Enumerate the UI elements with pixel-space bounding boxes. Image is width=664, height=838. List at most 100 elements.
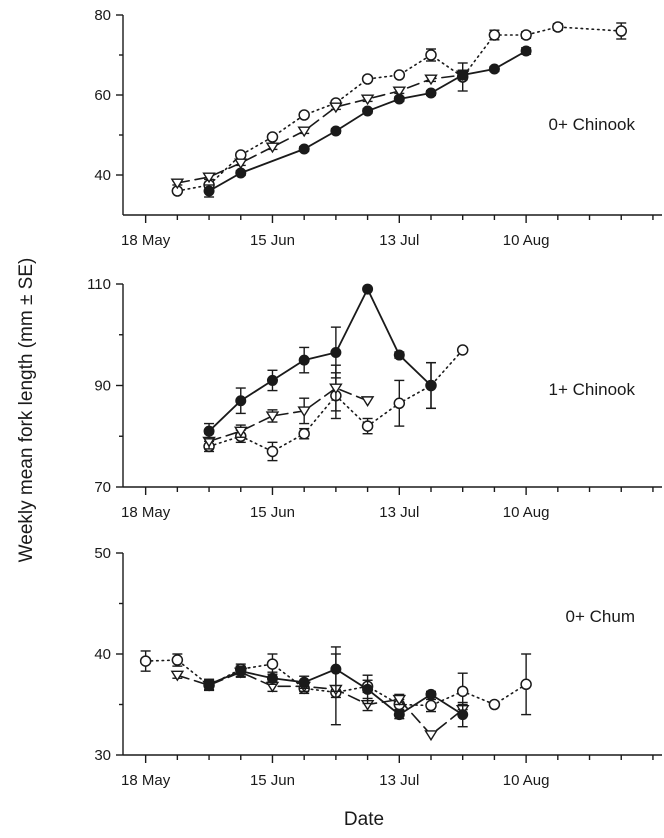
panel-label: 0+ Chum bbox=[566, 607, 635, 626]
data-point-filled-circle bbox=[488, 63, 500, 75]
y-tick-label: 80 bbox=[94, 7, 111, 24]
x-tick-label: 10 Aug bbox=[503, 232, 550, 249]
data-point-filled-circle bbox=[457, 709, 469, 721]
y-tick-label: 90 bbox=[94, 378, 111, 395]
data-point-open-circle bbox=[552, 21, 564, 33]
y-axis-title: Weekly mean fork length (mm ± SE) bbox=[16, 258, 37, 563]
data-point-open-triangle bbox=[234, 426, 248, 438]
series-filled-circle bbox=[203, 646, 469, 728]
panel-0-chinook: 40 60 80 18 May 15 Jun 13 Jul 10 Aug 0+ Chinook bbox=[94, 7, 662, 249]
data-point-open-triangle bbox=[329, 102, 343, 114]
panel-label: 1+ Chinook bbox=[549, 380, 636, 399]
series-filled-circle bbox=[203, 283, 437, 440]
data-point-open-triangle bbox=[265, 411, 280, 423]
data-point-filled-circle bbox=[362, 683, 374, 695]
data-point-filled-circle bbox=[393, 709, 405, 721]
y-tick-label: 40 bbox=[94, 646, 111, 663]
y-tick-label: 40 bbox=[94, 167, 111, 184]
y-tick-label: 110 bbox=[87, 276, 111, 293]
series-filled-circle bbox=[203, 45, 532, 198]
series-line bbox=[208, 287, 432, 433]
x-tick-label: 18 May bbox=[121, 772, 171, 789]
data-point-filled-circle bbox=[298, 143, 310, 155]
data-point-open-circle bbox=[425, 699, 437, 712]
series-line bbox=[176, 74, 464, 184]
x-tick-label: 13 Jul bbox=[379, 772, 419, 789]
data-point-filled-circle bbox=[298, 676, 310, 688]
data-point-filled-circle bbox=[457, 69, 469, 81]
data-point-open-triangle bbox=[265, 142, 280, 154]
data-point-filled-circle bbox=[266, 672, 278, 684]
data-point-filled-circle bbox=[203, 185, 215, 197]
series-line bbox=[208, 387, 369, 443]
data-point-open-triangle bbox=[392, 694, 407, 706]
data-point-open-circle bbox=[361, 420, 374, 432]
data-point-open-triangle bbox=[170, 178, 185, 190]
data-point-open-triangle bbox=[360, 396, 375, 407]
x-tick-label: 15 Jun bbox=[250, 232, 295, 249]
x-axis-title: Date bbox=[344, 809, 384, 830]
x-tick-label: 18 May bbox=[121, 504, 171, 521]
data-point-open-circle bbox=[139, 655, 152, 667]
data-point-open-circle bbox=[488, 29, 501, 41]
data-point-open-circle bbox=[520, 29, 532, 41]
series-open-triangle-down bbox=[202, 364, 375, 450]
series-open-triangle-down bbox=[170, 69, 470, 190]
panel-0-chum: 30 40 50 18 May 15 Jun 13 Jul 10 Aug 0+ Chum bbox=[94, 545, 662, 789]
data-point-open-circle bbox=[298, 109, 310, 121]
y-tick-label: 60 bbox=[94, 87, 111, 104]
panel-1-chinook: 70 90 110 18 May 15 Jun 13 Jul 10 Aug 1+ Chinoo… bbox=[87, 276, 662, 521]
data-point-filled-circle bbox=[203, 425, 215, 437]
data-point-open-circle bbox=[171, 654, 184, 666]
data-point-open-triangle bbox=[424, 74, 438, 86]
data-point-open-circle bbox=[488, 698, 501, 711]
data-point-open-circle bbox=[615, 25, 627, 37]
data-point-open-circle bbox=[393, 69, 406, 81]
data-point-open-triangle bbox=[392, 86, 407, 98]
data-point-open-triangle bbox=[297, 126, 311, 138]
data-point-open-triangle bbox=[424, 730, 438, 742]
series-line bbox=[176, 671, 464, 736]
x-tick-label: 10 Aug bbox=[503, 504, 550, 521]
data-point-open-circle bbox=[298, 427, 310, 440]
x-tick-label: 13 Jul bbox=[379, 232, 419, 249]
data-point-open-triangle bbox=[329, 383, 343, 395]
data-point-filled-circle bbox=[362, 283, 374, 295]
data-point-filled-circle bbox=[235, 167, 247, 179]
data-point-open-triangle bbox=[202, 172, 216, 184]
data-point-open-circle bbox=[425, 49, 437, 61]
y-tick-label: 30 bbox=[94, 747, 111, 764]
data-point-filled-circle bbox=[425, 380, 437, 391]
data-point-open-triangle bbox=[234, 158, 248, 170]
data-point-open-circle bbox=[266, 131, 279, 143]
data-point-filled-circle bbox=[393, 349, 405, 361]
data-point-filled-circle bbox=[425, 87, 437, 99]
data-point-filled-circle bbox=[203, 678, 215, 690]
data-point-open-circle bbox=[520, 678, 532, 691]
x-tick-label: 15 Jun bbox=[250, 772, 295, 789]
data-point-filled-circle bbox=[362, 105, 374, 117]
x-tick-label: 18 May bbox=[121, 232, 171, 249]
data-point-filled-circle bbox=[266, 374, 278, 386]
data-point-filled-circle bbox=[330, 347, 342, 359]
data-point-open-circle bbox=[266, 658, 279, 670]
data-point-filled-circle bbox=[330, 125, 342, 137]
x-tick-label: 15 Jun bbox=[250, 504, 295, 521]
data-point-open-circle bbox=[393, 397, 406, 410]
data-point-filled-circle bbox=[298, 354, 310, 366]
y-tick-label: 50 bbox=[94, 545, 111, 562]
data-point-open-circle bbox=[266, 445, 279, 458]
data-point-open-circle bbox=[456, 344, 469, 356]
data-point-open-triangle bbox=[360, 94, 375, 106]
data-point-filled-circle bbox=[235, 665, 247, 677]
data-point-filled-circle bbox=[393, 93, 405, 105]
y-tick-label: 70 bbox=[94, 479, 111, 496]
data-point-open-triangle bbox=[170, 670, 185, 682]
data-point-open-circle bbox=[361, 73, 374, 85]
data-point-filled-circle bbox=[520, 45, 532, 57]
x-tick-label: 10 Aug bbox=[503, 772, 550, 789]
series-open-triangle-down bbox=[170, 653, 470, 742]
panels: 40 60 80 18 May 15 Jun 13 Jul 10 Aug 0+ Chinook… bbox=[87, 7, 662, 789]
data-point-filled-circle bbox=[330, 663, 342, 675]
